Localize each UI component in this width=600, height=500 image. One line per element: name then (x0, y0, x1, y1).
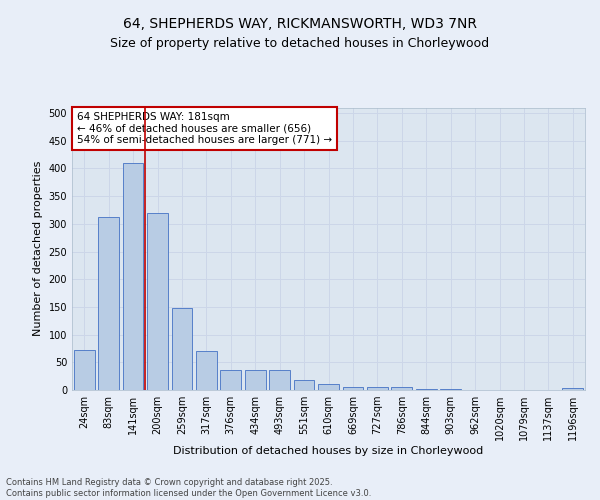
Text: 64 SHEPHERDS WAY: 181sqm
← 46% of detached houses are smaller (656)
54% of semi-: 64 SHEPHERDS WAY: 181sqm ← 46% of detach… (77, 112, 332, 145)
Bar (172, 308, 193, 390)
Bar (122, 163, 143, 390)
Bar (293, 380, 314, 390)
Bar (440, 389, 461, 390)
Bar (196, 351, 217, 390)
X-axis label: Distribution of detached houses by size in Chorleywood: Distribution of detached houses by size … (173, 446, 484, 456)
Bar (562, 388, 583, 390)
Bar (245, 370, 266, 390)
Bar (269, 370, 290, 390)
Y-axis label: Number of detached properties: Number of detached properties (33, 161, 43, 336)
Bar (220, 370, 241, 390)
Text: Size of property relative to detached houses in Chorleywood: Size of property relative to detached ho… (110, 38, 490, 51)
Bar (147, 212, 168, 390)
Bar (74, 350, 95, 390)
Bar (391, 386, 412, 390)
Text: Contains HM Land Registry data © Crown copyright and database right 2025.
Contai: Contains HM Land Registry data © Crown c… (6, 478, 371, 498)
Bar (416, 389, 437, 390)
Bar (343, 387, 364, 390)
Bar (318, 384, 339, 390)
Bar (367, 386, 388, 390)
Text: 64, SHEPHERDS WAY, RICKMANSWORTH, WD3 7NR: 64, SHEPHERDS WAY, RICKMANSWORTH, WD3 7N… (123, 18, 477, 32)
Bar (98, 217, 119, 390)
